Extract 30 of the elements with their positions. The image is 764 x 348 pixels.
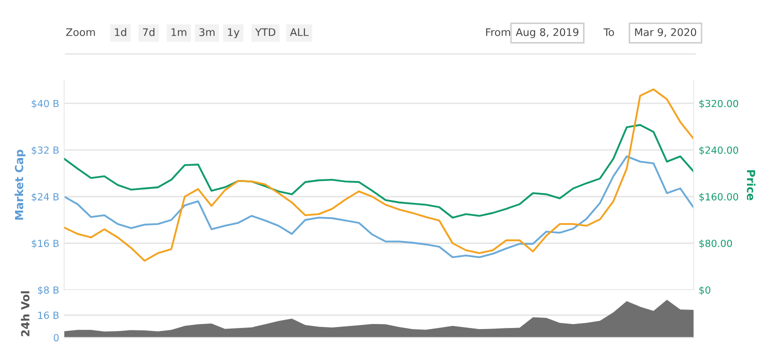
text: 1m <box>172 28 186 36</box>
text: ALL <box>290 28 309 36</box>
text: From <box>486 28 510 36</box>
y2-tick-label: $240.00 <box>699 146 738 156</box>
y-tick-label: 0 <box>54 334 59 342</box>
y-tick-label: $24 B <box>32 192 59 202</box>
text: Aug 8, 2019 <box>516 28 578 38</box>
y2-tick-label: $0 <box>699 286 710 296</box>
y2-tick-label: $160.00 <box>699 192 738 202</box>
text: Mar 9, 2020 <box>635 28 696 38</box>
y2-tick-label: $80.00 <box>699 240 732 248</box>
y-tick-label: 16 B <box>38 312 59 319</box>
text: To <box>604 28 614 36</box>
y-tick-label: $8 B <box>38 286 59 296</box>
y-axis-title: 24h Vol <box>20 291 30 336</box>
text: 7d <box>142 28 154 36</box>
text: Zoom <box>66 28 95 36</box>
y-tick-label: $16 B <box>32 240 59 248</box>
text: 1d <box>114 28 126 36</box>
y-tick-label: $32 B <box>32 146 59 156</box>
y-axis-title: Market Cap <box>14 150 26 220</box>
text: YTD <box>255 28 276 36</box>
line-series <box>64 88 694 262</box>
y2-tick-label: $320.00 <box>699 100 738 108</box>
text: 3m <box>199 28 215 36</box>
line-series <box>64 155 694 258</box>
text: 1y <box>228 28 240 38</box>
y-tick-label: $40 B <box>32 100 59 108</box>
y2-axis-title: Price <box>746 170 756 200</box>
line-series <box>64 124 694 219</box>
